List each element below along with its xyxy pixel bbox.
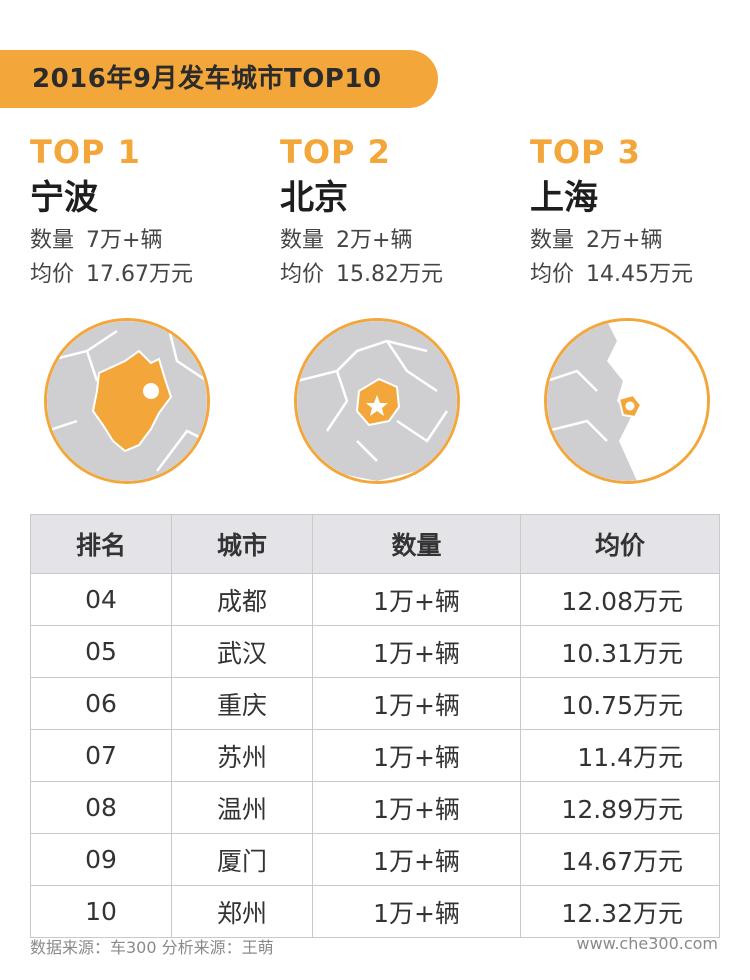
title-banner: 2016年9月发车城市TOP10	[0, 50, 438, 108]
cell-price: 12.89万元	[520, 781, 720, 834]
cell-rank: 05	[30, 625, 172, 678]
price-stat: 均价 17.67万元	[30, 258, 260, 292]
cell-rank: 09	[30, 833, 172, 886]
city-name: 上海	[530, 178, 598, 218]
map-beijing	[294, 318, 460, 484]
cell-rank: 04	[30, 573, 172, 626]
price-value: 15.82万元	[336, 262, 443, 287]
price-stat: 均价 14.45万元	[530, 258, 750, 292]
price-value: 14.45万元	[586, 262, 693, 287]
map-shanghai	[544, 318, 710, 484]
rank-label: TOP 3	[530, 133, 641, 171]
city-name: 宁波	[30, 178, 98, 218]
site-url: www.che300.com	[576, 934, 718, 953]
cell-city: 郑州	[171, 885, 313, 938]
top-card-2: TOP 2 北京 数量 2万+辆 均价 15.82万元	[280, 132, 510, 292]
quantity-value: 2万+辆	[336, 228, 413, 253]
table-row: 06 重庆 1万+辆 10.75万元	[30, 677, 720, 730]
price-label: 均价	[30, 262, 75, 287]
cell-price: 11.4万元	[520, 729, 720, 782]
rank-label: TOP 1	[30, 133, 141, 171]
cell-city: 苏州	[171, 729, 313, 782]
price-label: 均价	[530, 262, 575, 287]
city-marker	[143, 383, 159, 399]
cell-quantity: 1万+辆	[312, 781, 521, 834]
col-header-quantity: 数量	[312, 514, 521, 574]
source-note: 数据来源：车300 分析来源：王萌	[30, 938, 274, 957]
quantity-stat: 数量 2万+辆	[530, 224, 750, 258]
table-row: 10 郑州 1万+辆 12.32万元	[30, 885, 720, 938]
cell-rank: 06	[30, 677, 172, 730]
star-icon	[366, 395, 388, 416]
cell-quantity: 1万+辆	[312, 833, 521, 886]
cell-city: 厦门	[171, 833, 313, 886]
quantity-label: 数量	[280, 228, 325, 253]
quantity-label: 数量	[30, 228, 75, 253]
col-header-city: 城市	[171, 514, 313, 574]
cell-city: 重庆	[171, 677, 313, 730]
cell-city: 武汉	[171, 625, 313, 678]
cell-quantity: 1万+辆	[312, 885, 521, 938]
cell-quantity: 1万+辆	[312, 677, 521, 730]
cell-price: 12.32万元	[520, 885, 720, 938]
cell-quantity: 1万+辆	[312, 625, 521, 678]
cell-rank: 10	[30, 885, 172, 938]
cell-price: 10.31万元	[520, 625, 720, 678]
cell-rank: 08	[30, 781, 172, 834]
table-header-row: 排名 城市 数量 均价	[30, 514, 720, 574]
cell-price: 12.08万元	[520, 573, 720, 626]
top-card-3: TOP 3 上海 数量 2万+辆 均价 14.45万元	[530, 132, 750, 292]
cell-price: 10.75万元	[520, 677, 720, 730]
price-stat: 均价 15.82万元	[280, 258, 510, 292]
cell-quantity: 1万+辆	[312, 729, 521, 782]
price-value: 17.67万元	[86, 262, 193, 287]
map-ningbo	[44, 318, 210, 484]
col-header-rank: 排名	[30, 514, 172, 574]
city-marker	[625, 401, 635, 411]
col-header-price: 均价	[520, 514, 720, 574]
cell-rank: 07	[30, 729, 172, 782]
table-row: 08 温州 1万+辆 12.89万元	[30, 781, 720, 834]
cell-city: 温州	[171, 781, 313, 834]
table-row: 05 武汉 1万+辆 10.31万元	[30, 625, 720, 678]
quantity-stat: 数量 2万+辆	[280, 224, 510, 258]
city-name: 北京	[280, 178, 348, 218]
page-title: 2016年9月发车城市TOP10	[32, 64, 382, 94]
price-label: 均价	[280, 262, 325, 287]
cell-city: 成都	[171, 573, 313, 626]
table-row: 09 厦门 1万+辆 14.67万元	[30, 833, 720, 886]
table-row: 04 成都 1万+辆 12.08万元	[30, 573, 720, 626]
rank-label: TOP 2	[280, 133, 391, 171]
quantity-label: 数量	[530, 228, 575, 253]
quantity-value: 7万+辆	[86, 228, 163, 253]
quantity-value: 2万+辆	[586, 228, 663, 253]
quantity-stat: 数量 7万+辆	[30, 224, 260, 258]
cell-price: 14.67万元	[520, 833, 720, 886]
ranking-table: 排名 城市 数量 均价 04 成都 1万+辆 12.08万元 05 武汉 1万+…	[30, 514, 720, 938]
table-row: 07 苏州 1万+辆 11.4万元	[30, 729, 720, 782]
top-card-1: TOP 1 宁波 数量 7万+辆 均价 17.67万元	[30, 132, 260, 292]
cell-quantity: 1万+辆	[312, 573, 521, 626]
